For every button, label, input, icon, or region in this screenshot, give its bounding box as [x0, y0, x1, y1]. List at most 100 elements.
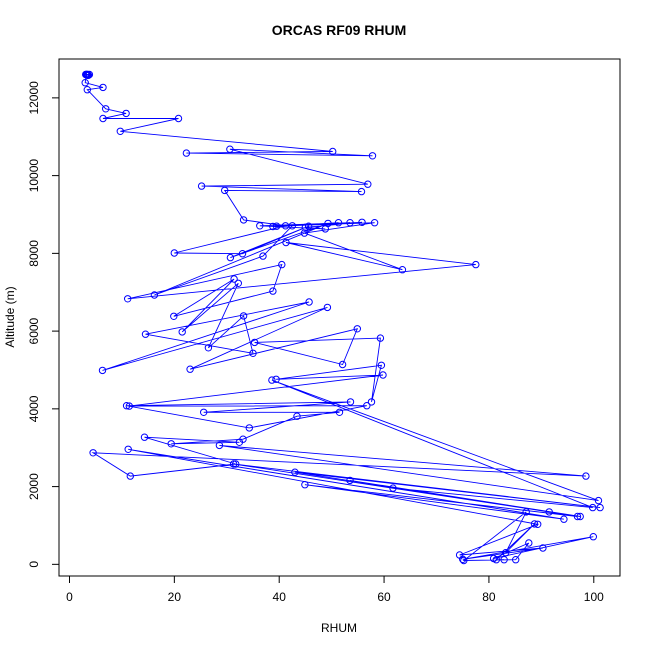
- data-point: [323, 303, 332, 312]
- data-point: [98, 366, 107, 375]
- data-point: [560, 515, 568, 523]
- data-point: [221, 186, 229, 195]
- x-tick-label: 80: [482, 590, 496, 604]
- y-tick-label: 6000: [27, 317, 41, 344]
- data-point: [269, 287, 277, 295]
- data-point: [259, 252, 267, 260]
- data-point: [522, 508, 530, 516]
- data-point: [140, 433, 149, 441]
- data-point: [272, 222, 281, 230]
- data-point: [460, 556, 468, 565]
- y-tick-label: 12000: [27, 81, 41, 115]
- data-point: [272, 375, 280, 383]
- series-layer: [81, 70, 604, 565]
- data-point: [81, 79, 89, 87]
- data-point: [346, 476, 354, 485]
- data-point: [346, 219, 354, 227]
- data-point: [500, 556, 508, 564]
- data-point: [239, 312, 248, 320]
- data-point: [116, 127, 125, 136]
- data-point: [99, 83, 107, 92]
- data-point: [99, 114, 107, 123]
- data-point: [82, 70, 91, 79]
- data-point: [268, 376, 276, 384]
- data-point: [239, 216, 248, 224]
- data-point: [182, 149, 191, 157]
- x-tick-label: 20: [168, 590, 182, 604]
- y-tick-label: 8000: [27, 240, 41, 267]
- y-axis-label: Altitude (m): [3, 286, 17, 347]
- data-point: [122, 402, 131, 410]
- data-point: [582, 472, 590, 480]
- data-point: [245, 424, 254, 432]
- data-point: [596, 503, 604, 512]
- data-point: [364, 180, 372, 188]
- data-point: [197, 182, 206, 190]
- data-point: [102, 105, 110, 113]
- data-point: [232, 460, 240, 468]
- data-point: [83, 86, 92, 94]
- data-point: [367, 398, 376, 406]
- y-tick-label: 10000: [27, 159, 41, 193]
- data-point: [249, 349, 257, 357]
- data-point: [305, 298, 313, 306]
- data-point: [150, 291, 159, 299]
- data-point: [530, 520, 539, 528]
- data-point: [124, 295, 132, 303]
- data-point: [215, 441, 224, 450]
- data-point: [250, 338, 259, 347]
- x-axis-label: RHUM: [321, 621, 357, 635]
- data-point: [174, 114, 183, 123]
- data-point: [368, 152, 377, 160]
- y-tick-label: 4000: [27, 395, 41, 422]
- data-point: [89, 449, 97, 457]
- plot-frame: [58, 58, 621, 577]
- data-point: [353, 325, 361, 333]
- data-point: [124, 445, 132, 453]
- data-point: [170, 312, 178, 320]
- data-point: [321, 225, 329, 233]
- data-point: [186, 365, 194, 373]
- data-point: [534, 520, 542, 528]
- data-point: [589, 503, 597, 512]
- x-tick-label: 40: [273, 590, 287, 604]
- data-point: [512, 556, 520, 564]
- data-point: [335, 408, 344, 416]
- data-point: [358, 218, 366, 227]
- data-point: [589, 533, 597, 541]
- data-point: [178, 328, 186, 336]
- data-point: [545, 508, 553, 516]
- data-point: [334, 219, 343, 227]
- data-point: [338, 360, 347, 369]
- data-point: [278, 260, 286, 269]
- data-point: [126, 472, 135, 480]
- data-point: [502, 549, 510, 557]
- data-point: [170, 249, 179, 257]
- data-point: [594, 496, 603, 505]
- data-point: [167, 440, 175, 448]
- data-point: [122, 109, 130, 118]
- data-point: [304, 222, 313, 230]
- data-point: [301, 481, 309, 489]
- data-point: [300, 229, 309, 237]
- x-tick-label: 0: [66, 590, 73, 604]
- data-point: [230, 275, 238, 283]
- data-point: [379, 371, 387, 379]
- data-point: [357, 187, 366, 196]
- data-point: [204, 344, 213, 352]
- data-point: [200, 408, 208, 416]
- x-tick-label: 100: [584, 590, 604, 604]
- data-point: [234, 279, 243, 287]
- data-point: [459, 555, 467, 563]
- data-point: [525, 539, 533, 547]
- data-point: [291, 468, 299, 476]
- data-point: [398, 266, 407, 274]
- data-point: [492, 556, 500, 564]
- data-point: [389, 484, 397, 492]
- data-point: [472, 260, 480, 269]
- data-point: [125, 402, 134, 410]
- data-point: [282, 238, 290, 247]
- data-point: [226, 145, 234, 153]
- data-point: [329, 147, 337, 156]
